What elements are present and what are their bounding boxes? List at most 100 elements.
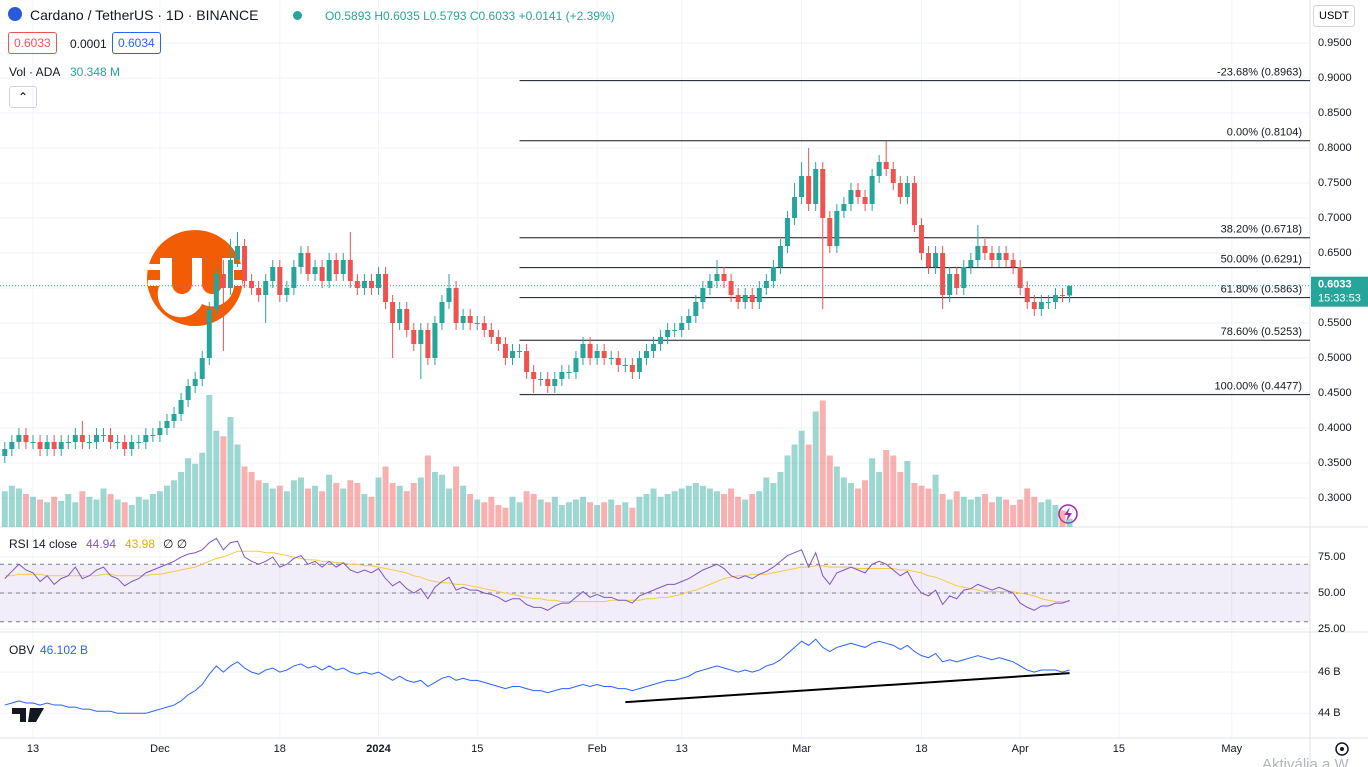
candle-body xyxy=(820,168,826,218)
volume-bar xyxy=(333,483,340,527)
volume-bar xyxy=(939,494,946,527)
status-dot xyxy=(293,9,302,23)
volume-bar xyxy=(692,483,699,527)
obv-last: 46.102 B xyxy=(40,643,89,657)
volume-bar xyxy=(826,455,833,527)
volume-bar xyxy=(615,505,622,527)
candle-body xyxy=(206,309,212,359)
candle-body xyxy=(101,435,107,437)
candle-body xyxy=(714,274,720,282)
candle-body xyxy=(319,267,325,282)
buy-price[interactable]: 0.6034 xyxy=(112,32,161,54)
volume-bar xyxy=(530,494,537,527)
candle-body xyxy=(792,196,798,218)
currency-button[interactable]: USDT xyxy=(1313,5,1355,27)
volume-bar xyxy=(178,472,185,527)
candle-body xyxy=(658,337,664,345)
volume-bar xyxy=(1052,505,1059,527)
candle-body xyxy=(361,281,367,289)
candle-body xyxy=(749,295,755,303)
candle-body xyxy=(784,217,790,246)
volume-bar xyxy=(234,444,241,527)
volume-bar xyxy=(572,499,579,527)
candle-body xyxy=(841,203,847,211)
candle-body xyxy=(975,245,981,260)
candle-body xyxy=(693,302,699,317)
volume-bar xyxy=(488,496,495,527)
volume-bar xyxy=(361,494,368,527)
candle-body xyxy=(143,435,149,443)
candle-body xyxy=(538,379,544,381)
volume-bar xyxy=(72,502,79,527)
y-tick-label: 44 B xyxy=(1318,707,1341,719)
candle-body xyxy=(178,400,184,415)
fib-label: 100.00% (0.4477) xyxy=(1215,381,1302,393)
candle-body xyxy=(432,323,438,359)
volume-bar xyxy=(622,502,629,527)
collapse-button[interactable]: ⌃ xyxy=(9,86,37,108)
low-value: L0.5793 xyxy=(423,9,467,23)
candle-body xyxy=(982,245,988,253)
ohlc-legend: O0.5893 H0.6035 L0.5793 C0.6033 +0.0141 … xyxy=(325,9,615,23)
sell-price[interactable]: 0.6033 xyxy=(8,32,57,54)
volume-bar xyxy=(424,455,431,527)
candle-body xyxy=(305,252,311,275)
obv-title: OBV xyxy=(9,643,35,657)
volume-bar xyxy=(58,500,65,527)
volume-bar xyxy=(213,430,220,527)
y-tick-label: 0.5000 xyxy=(1318,352,1352,364)
volume-bar xyxy=(523,491,530,527)
candle-body xyxy=(390,302,396,324)
volume-bar xyxy=(1,491,8,527)
volume-bar xyxy=(953,491,960,527)
rsi-line xyxy=(4,537,1070,611)
candle-body xyxy=(340,259,346,275)
volume-bar xyxy=(551,496,558,527)
volume-bar xyxy=(925,488,932,527)
candle-body xyxy=(559,372,565,380)
candle-body xyxy=(495,337,501,345)
candle-body xyxy=(86,442,92,444)
volume-bar xyxy=(819,400,826,527)
candle-body xyxy=(862,196,868,204)
volume-bar xyxy=(706,488,713,527)
candle-body xyxy=(404,309,410,331)
x-tick-label: 13 xyxy=(676,743,688,755)
volume-bar xyxy=(37,499,44,527)
candle-body xyxy=(502,344,508,359)
candle-body xyxy=(37,442,43,450)
candle-body xyxy=(947,274,953,296)
rsi-last: 44.94 xyxy=(86,537,117,551)
candle-body xyxy=(460,316,466,324)
candle-body xyxy=(115,442,121,444)
lightning-icon[interactable] xyxy=(1058,504,1078,524)
volume-bar xyxy=(918,485,925,527)
y-tick-label: 0.7000 xyxy=(1318,212,1352,224)
volume-bar xyxy=(220,436,227,527)
volume-bar xyxy=(756,491,763,527)
candle-body xyxy=(897,182,903,197)
volume-bar xyxy=(812,411,819,527)
volume-bar xyxy=(156,491,163,527)
candle-body xyxy=(2,449,8,457)
volume-bar xyxy=(904,461,911,527)
volume-bar xyxy=(558,505,565,527)
candle-body xyxy=(1038,302,1044,310)
volume-bar xyxy=(15,488,22,527)
volume-bar xyxy=(862,480,869,527)
volume-bar xyxy=(946,499,953,527)
candle-body xyxy=(30,442,36,444)
candle-body xyxy=(961,267,967,289)
settings-icon[interactable] xyxy=(1335,742,1349,756)
candle-body xyxy=(192,379,198,387)
candle-body xyxy=(277,267,283,296)
candle-body xyxy=(890,168,896,183)
volume-bar xyxy=(248,472,255,527)
volume-bar xyxy=(932,474,939,527)
volume-bar xyxy=(446,488,453,527)
x-tick-label: Mar xyxy=(792,743,811,755)
volume-bar xyxy=(375,477,382,527)
volume-bar xyxy=(1066,518,1073,527)
volume-bar xyxy=(516,502,523,527)
fib-label: 50.00% (0.6291) xyxy=(1221,254,1302,266)
